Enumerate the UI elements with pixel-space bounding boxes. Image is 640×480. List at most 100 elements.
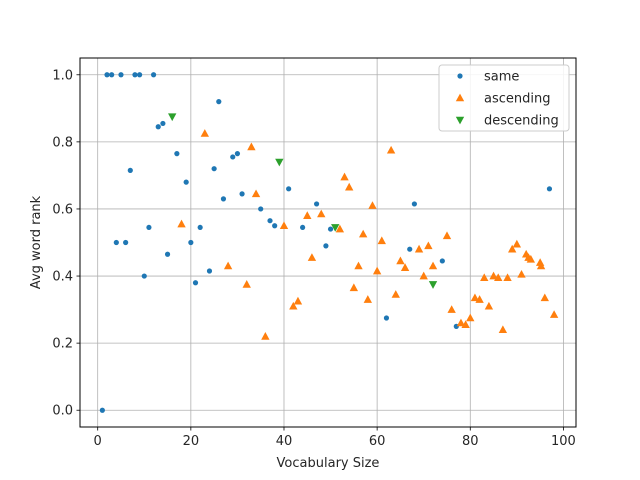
same-point bbox=[323, 243, 329, 249]
y-tick-label: 0.0 bbox=[52, 404, 73, 419]
ascending-point bbox=[484, 301, 494, 310]
same-point bbox=[160, 120, 166, 127]
ascending-point bbox=[447, 305, 456, 313]
y-tick-label: 0.2 bbox=[52, 337, 73, 352]
descending-point bbox=[428, 281, 438, 289]
same-point bbox=[174, 151, 180, 157]
ascending-point bbox=[335, 224, 345, 233]
same-point bbox=[188, 239, 194, 246]
ascending-point bbox=[317, 209, 326, 218]
same-point bbox=[141, 273, 147, 279]
ascending-point bbox=[377, 236, 386, 245]
ascending-point bbox=[251, 189, 261, 198]
legend-label-ascending: ascending bbox=[484, 92, 550, 107]
plot-frame bbox=[79, 57, 577, 428]
same-point bbox=[109, 72, 115, 78]
data-points bbox=[99, 72, 559, 413]
ascending-point bbox=[177, 219, 186, 228]
legend-marker-same bbox=[457, 73, 463, 79]
same-point bbox=[183, 179, 189, 185]
same-point bbox=[211, 166, 217, 172]
ascending-point bbox=[345, 182, 354, 191]
x-tick-label: 20 bbox=[183, 434, 200, 449]
ascending-point bbox=[480, 273, 489, 282]
ascending-point bbox=[400, 263, 410, 271]
ascending-point bbox=[368, 201, 377, 209]
ascending-point bbox=[419, 271, 428, 280]
y-tick-label: 1.0 bbox=[52, 68, 73, 83]
same-point bbox=[300, 224, 306, 231]
legend-label-same: same bbox=[484, 70, 519, 85]
same-point bbox=[230, 154, 236, 160]
descending-point bbox=[275, 158, 284, 167]
same-point bbox=[127, 167, 133, 173]
ascending-point bbox=[428, 261, 438, 270]
same-point bbox=[104, 72, 110, 78]
ascending-point bbox=[293, 296, 303, 305]
ascending-point bbox=[358, 229, 368, 238]
same-point bbox=[146, 224, 152, 231]
y-tick-label: 0.6 bbox=[52, 202, 73, 217]
same-point bbox=[118, 72, 124, 78]
ascending-point bbox=[494, 273, 503, 282]
descending-point bbox=[168, 113, 177, 122]
same-point bbox=[267, 218, 273, 224]
ascending-point bbox=[508, 244, 517, 253]
same-point bbox=[113, 239, 119, 246]
same-point bbox=[123, 239, 129, 246]
ascending-point bbox=[354, 261, 363, 270]
same-point bbox=[407, 246, 413, 252]
legend-label-descending: descending bbox=[484, 114, 559, 129]
ascending-point bbox=[536, 261, 546, 270]
ascending-point bbox=[363, 295, 372, 303]
ascending-point bbox=[396, 256, 405, 265]
ascending-point bbox=[503, 273, 512, 282]
ascending-point bbox=[466, 313, 475, 322]
ascending-point bbox=[414, 244, 424, 253]
ascending-point bbox=[540, 293, 549, 302]
y-tick-label: 0.8 bbox=[52, 135, 73, 150]
same-point bbox=[164, 251, 171, 257]
same-point bbox=[258, 206, 264, 212]
descending-point bbox=[331, 224, 340, 232]
same-point bbox=[150, 72, 157, 78]
ascending-point bbox=[526, 254, 536, 263]
same-point bbox=[439, 258, 445, 264]
legend-marker-ascending bbox=[455, 93, 465, 102]
same-point bbox=[327, 226, 334, 232]
ascending-point bbox=[391, 290, 400, 298]
ascending-point bbox=[512, 239, 522, 248]
same-point bbox=[132, 72, 138, 78]
legend: same ascending descending bbox=[438, 64, 570, 132]
legend-box bbox=[438, 64, 570, 132]
ascending-point bbox=[307, 253, 317, 261]
y-tick-label: 0.4 bbox=[52, 270, 73, 285]
x-tick-label: 60 bbox=[369, 434, 386, 449]
ascending-point bbox=[223, 261, 233, 270]
same-point bbox=[239, 191, 245, 197]
same-point bbox=[155, 124, 161, 130]
ascending-point bbox=[461, 320, 470, 328]
axis-ticks: 0 20 40 60 80 100 0.0 0.2 0.4 0.6 0.8 1.0 bbox=[52, 68, 576, 449]
ascending-point bbox=[549, 310, 559, 318]
ascending-point bbox=[489, 271, 498, 280]
same-point bbox=[383, 315, 390, 321]
ascending-point bbox=[442, 231, 452, 240]
x-tick-label: 0 bbox=[94, 434, 102, 449]
same-point bbox=[286, 186, 292, 192]
x-tick-label: 40 bbox=[276, 434, 293, 449]
same-point bbox=[546, 186, 553, 192]
same-point bbox=[197, 224, 203, 231]
ascending-point bbox=[261, 332, 270, 340]
ascending-point bbox=[349, 283, 359, 292]
ascending-point bbox=[470, 293, 480, 302]
ascending-point bbox=[424, 241, 433, 250]
x-axis-label: Vocabulary Size bbox=[277, 456, 380, 471]
legend-marker-descending bbox=[455, 116, 465, 125]
same-point bbox=[216, 99, 222, 105]
ascending-point bbox=[242, 280, 251, 288]
ascending-point bbox=[517, 269, 526, 278]
ascending-point bbox=[372, 266, 382, 275]
same-point bbox=[99, 407, 105, 413]
